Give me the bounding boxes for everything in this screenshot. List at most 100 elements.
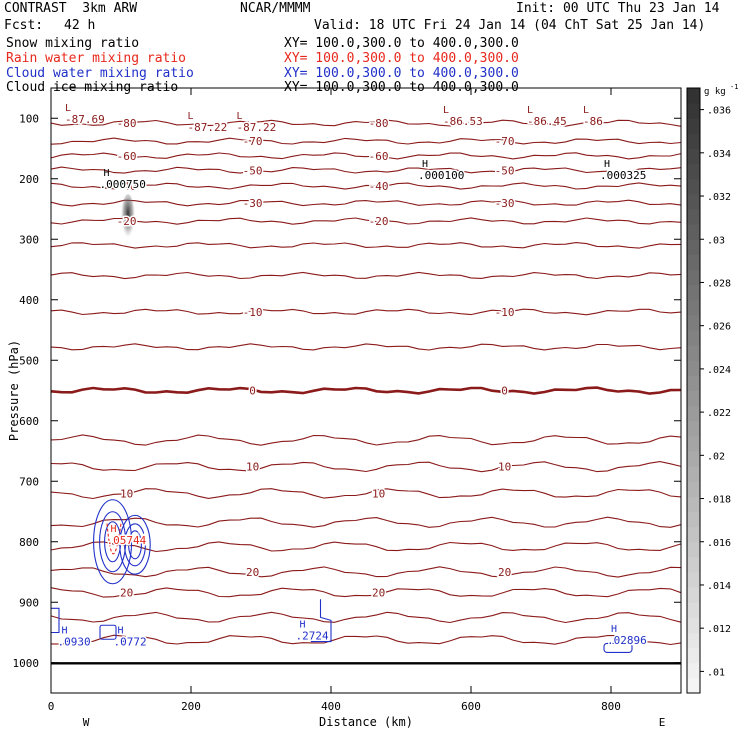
colorbar-swatch [687, 647, 700, 664]
west-label: W [83, 716, 90, 729]
colorbar-swatch [687, 118, 700, 134]
low-marker: L [188, 111, 194, 122]
colorbar-swatch [687, 224, 700, 240]
low-marker: L [443, 105, 449, 116]
colorbar-tick-label: .036 [707, 106, 731, 117]
colorbar-swatch [687, 88, 700, 104]
colorbar-swatch [687, 193, 700, 210]
temperature-contour [50, 566, 682, 578]
colorbar-swatch [687, 481, 700, 497]
colorbar-swatch [687, 103, 700, 119]
y-tick-label: 800 [19, 536, 39, 549]
high-value-label: .2724 [296, 629, 329, 642]
low-marker: L [527, 105, 533, 116]
init-time: Init: 00 UTC Thu 23 Jan 14 [516, 1, 720, 16]
contour-label: 20 [372, 587, 385, 600]
colorbar-swatch [687, 133, 700, 149]
field-cloud-water-xy: XY= 100.0,300.0 to 400.0,300.0 [284, 66, 519, 81]
high-value-label: .000325 [600, 169, 646, 182]
contour-label: 10 [372, 487, 385, 500]
cloud-water-contour [51, 607, 60, 634]
colorbar-swatch [687, 662, 700, 679]
y-tick-label: 200 [19, 173, 39, 186]
low-marker: L [583, 105, 589, 116]
colorbar-swatch [687, 360, 700, 376]
temperature-contour [50, 242, 682, 249]
plot-frame [50, 87, 682, 694]
contour-label: 10 [498, 461, 511, 474]
cloud-water-contour [119, 514, 151, 575]
colorbar-tick-label: .018 [707, 495, 731, 506]
low-marker: L [65, 103, 71, 114]
y-tick-label: 900 [19, 596, 39, 609]
high-marker: H [111, 524, 117, 535]
colorbar-tick-label: .032 [707, 192, 731, 203]
low-value-label: -86.45 [527, 115, 567, 128]
colorbar-swatch [687, 541, 700, 558]
high-value-label: .0772 [114, 635, 147, 648]
contour-label: -60 [117, 150, 137, 163]
contour-label: -10 [495, 306, 515, 319]
colorbar-swatch [687, 284, 700, 301]
high-marker: H [604, 159, 610, 170]
chart-title: CONTRAST 3km ARW [4, 1, 138, 16]
colorbar-tick-label: .022 [707, 408, 731, 419]
contour-label: 20 [120, 587, 133, 600]
high-value-label: .02896 [607, 634, 647, 647]
y-tick-label: 1000 [13, 657, 40, 670]
contour-label: -80 [117, 117, 137, 130]
colorbar-swatch [687, 496, 700, 512]
contour-label: -50 [495, 164, 515, 177]
colorbar-swatch [687, 602, 700, 618]
field-cloud-water-name: Cloud water mixing ratio [6, 66, 194, 81]
contour-label: 10 [120, 487, 133, 500]
forecast-hours: 42 h [64, 18, 96, 33]
contour-label: 10 [246, 461, 259, 474]
east-label: E [659, 716, 666, 729]
colorbar-tick-label: .024 [707, 365, 731, 376]
low-marker: L [237, 111, 243, 122]
contour-label: -20 [369, 215, 389, 228]
x-axis-label: Distance (km) [319, 715, 413, 729]
contour-label: -30 [243, 197, 263, 210]
temperature-contour [50, 199, 682, 207]
contour-label: -40 [117, 180, 137, 193]
colorbar-swatch [687, 511, 700, 528]
colorbar-swatch [687, 254, 700, 270]
x-tick-label: 600 [461, 700, 481, 713]
colorbar-tick-label: .014 [707, 581, 731, 592]
high-marker: H [422, 159, 428, 170]
temperature-contour [50, 516, 682, 528]
colorbar-tick-label: .03 [707, 235, 725, 246]
temperature-contour [50, 308, 682, 316]
temperature-contour [50, 461, 682, 473]
colorbar-swatch [687, 420, 700, 437]
y-tick-label: 300 [19, 233, 39, 246]
contour-label: -50 [243, 164, 263, 177]
x-tick-label: 200 [181, 700, 201, 713]
temperature-contour [50, 152, 682, 160]
colorbar-unit-exponent: -1 [730, 83, 738, 91]
rain-water-contour [106, 523, 122, 555]
high-marker: H [300, 619, 306, 630]
temperature-contour [50, 634, 682, 646]
contour-label: -70 [243, 135, 263, 148]
colorbar-swatch [687, 148, 700, 165]
low-value-label: -87.22 [188, 121, 228, 134]
colorbar-swatch [687, 556, 700, 573]
y-axis-label: Pressure (hPa) [7, 340, 21, 441]
colorbar-swatch [687, 269, 700, 286]
colorbar-unit: g kg [704, 87, 726, 97]
field-snow-xy: XY= 100.0,300.0 to 400.0,300.0 [284, 36, 519, 51]
colorbar-swatch [687, 390, 700, 407]
colorbar-swatch [687, 572, 700, 588]
contour-label: 20 [246, 566, 259, 579]
colorbar-swatch [687, 375, 700, 391]
high-marker: H [62, 625, 68, 636]
cloud-water-contour [603, 642, 633, 653]
cloud-water-contour [104, 521, 122, 563]
high-value-label: .05744 [107, 534, 147, 547]
colorbar-swatch [687, 239, 700, 255]
temperature-contour [50, 541, 682, 553]
